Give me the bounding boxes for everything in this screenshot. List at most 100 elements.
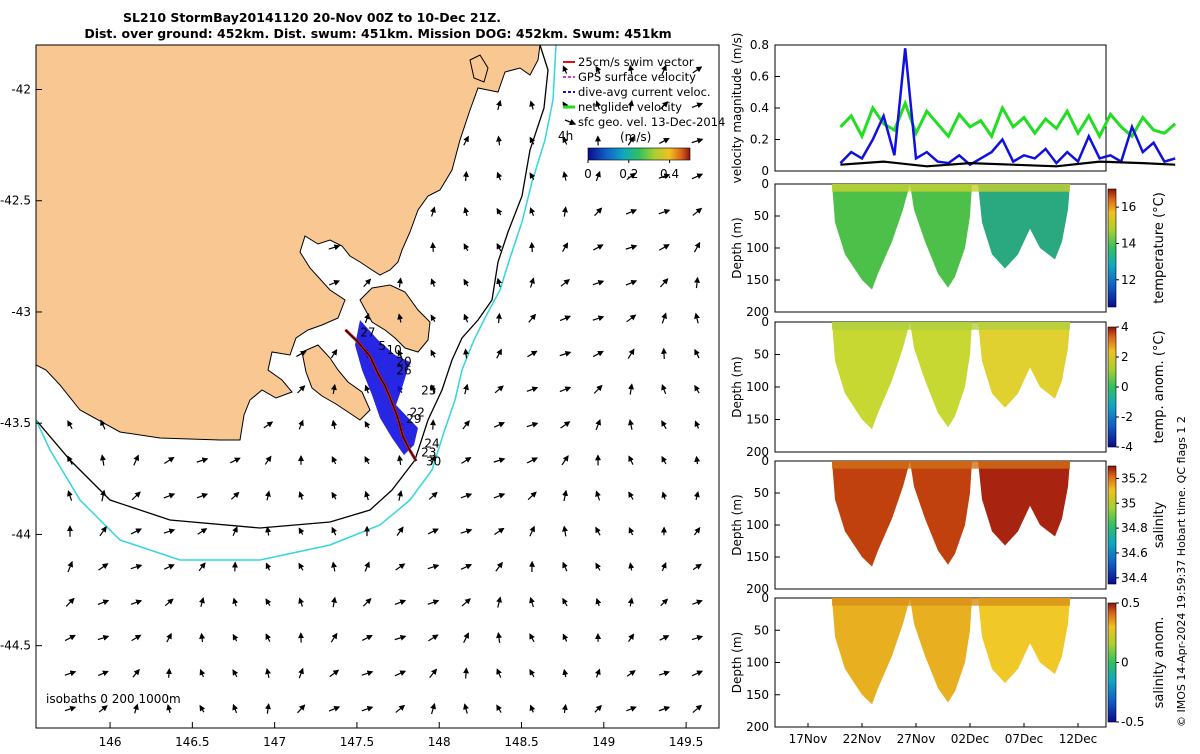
day-label: 29 (406, 412, 421, 426)
temp_anom-colorbar-ticklabel: -2 (1121, 410, 1133, 424)
salinity-colorbar-ticklabel: 35 (1121, 496, 1136, 510)
salinity-colorbar-label: salinity (1152, 501, 1167, 548)
sal_anom-ytick-label: 100 (746, 656, 769, 670)
temp_anom-ylabel: Depth (m) (730, 356, 744, 417)
temperature-colorbar-ticklabel: 16 (1121, 200, 1136, 214)
map-xtick-label: 146.5 (175, 735, 209, 749)
salinity-ylabel: Depth (m) (730, 494, 744, 555)
map-colorbar (588, 148, 690, 160)
date-xtick-label: 12Dec (1059, 732, 1098, 746)
velocity-ytick-label: 0 (761, 164, 769, 178)
time-series-panels: 0 0.2 0.4 0.6 0.8 velocity magnitude (m/s) 0 50… (730, 33, 1175, 746)
temperature-ytick-label: 0 (761, 177, 769, 191)
day-label: 30 (426, 454, 441, 468)
sal_anom-colorbar (1108, 603, 1116, 722)
map-ytick-label: -42 (11, 82, 31, 96)
map-xtick-label: 149 (592, 735, 615, 749)
date-xtick-label: 22Nov (843, 732, 882, 746)
sal_anom-colorbar-ticklabel: -0.5 (1121, 715, 1144, 729)
map-ytick-label: -42.5 (0, 194, 31, 208)
day-label: 27 (360, 325, 375, 339)
temperature-ytick-label: 150 (746, 273, 769, 287)
map-xtick-label: 149.5 (669, 735, 703, 749)
temperature-colorbar-label: temperature (°C) (1152, 192, 1167, 304)
salinity-surface-band (832, 461, 1070, 469)
map-xtick-label: 147 (263, 735, 286, 749)
map-colorbar-ticklabel: 0.4 (660, 167, 679, 181)
day-label: 5 (378, 339, 386, 353)
salinity-colorbar-ticklabel: 34.6 (1121, 546, 1148, 560)
temp_anom-ytick-label: 50 (754, 348, 769, 362)
sal_anom-colorbar-ticklabel: 0.5 (1121, 596, 1140, 610)
date-xtick-label: 27Nov (897, 732, 936, 746)
salinity-ytick-label: 150 (746, 550, 769, 564)
temperature-ytick-label: 100 (746, 241, 769, 255)
date-xtick-label: 07Dec (1005, 732, 1044, 746)
map-xtick-label: 148.5 (504, 735, 538, 749)
salinity-colorbar-ticklabel: 34.8 (1121, 521, 1148, 535)
title-line-2: Dist. over ground: 452km. Dist. swum: 45… (84, 26, 671, 41)
sfc-vector-arrow (664, 349, 665, 359)
velocity-ytick-label: 0.8 (750, 38, 769, 52)
sal_anom-surface-band (832, 598, 1070, 606)
sfc-vector-arrow (499, 314, 500, 323)
temp_anom-colorbar-ticklabel: 2 (1121, 350, 1129, 364)
sal_anom-ytick-label: 0 (761, 591, 769, 605)
legend-dive-avg: dive-avg current veloc. (578, 85, 711, 99)
sal_anom-colorbar-label: salinity anom. (1152, 617, 1167, 709)
temp_anom-colorbar (1108, 327, 1116, 447)
footer-credit: © IMOS 14-Apr-2024 19:59:37 Hobart time.… (1175, 416, 1188, 727)
sal_anom-ytick-label: 50 (754, 623, 769, 637)
temperature-ytick-label: 50 (754, 209, 769, 223)
temperature-surface-band (832, 184, 1070, 192)
temp_anom-colorbar-label: temp. anom. (°C) (1152, 330, 1167, 443)
title-line-1: SL210 StormBay20141120 20-Nov 00Z to 10-… (123, 10, 501, 25)
velocity-ytick-label: 0.4 (750, 101, 769, 115)
legend-sfc: sfc geo. vel. 13-Dec-2014 (578, 115, 725, 129)
legend-gps: GPS surface velocity (578, 70, 696, 84)
map-ytick-label: -44 (11, 527, 31, 541)
sal_anom-ytick-label: 150 (746, 688, 769, 702)
map-colorbar-label: (m/s) (620, 130, 651, 144)
isobaths-label: isobaths 0 200 1000m (46, 692, 181, 706)
salinity-colorbar-ticklabel: 34.4 (1121, 571, 1148, 585)
velocity-ytick-label: 0.6 (750, 70, 769, 84)
velocity-ylabel: velocity magnitude (m/s) (730, 33, 744, 184)
legend-net: net glider velocity (578, 100, 682, 114)
sfc-vector-arrow (532, 243, 533, 252)
velocity-ytick-label: 0.2 (750, 133, 769, 147)
map-ytick-label: -43 (11, 305, 31, 319)
temp_anom-colorbar-ticklabel: 0 (1121, 380, 1129, 394)
map-ytick-label: -44.5 (0, 639, 31, 653)
sal_anom-ylabel: Depth (m) (730, 632, 744, 693)
salinity-ytick-label: 0 (761, 454, 769, 468)
map-colorbar-ticklabel: 0.2 (619, 167, 638, 181)
salinity-ytick-label: 100 (746, 518, 769, 532)
map-colorbar-ticklabel: 0 (584, 167, 592, 181)
salinity-ytick-label: 50 (754, 486, 769, 500)
temperature-colorbar-ticklabel: 12 (1121, 273, 1136, 287)
map-xtick-label: 148 (428, 735, 451, 749)
sfc-vector-arrow (466, 669, 467, 679)
temperature-colorbar-ticklabel: 14 (1121, 236, 1136, 250)
map-xtick-label: 147.5 (340, 735, 374, 749)
day-label: 25 (421, 383, 436, 397)
salinity-colorbar-ticklabel: 35.2 (1121, 471, 1148, 485)
map-ytick-label: -43.5 (0, 416, 31, 430)
sfc-vector-arrow (466, 172, 467, 181)
temp_anom-ytick-label: 0 (761, 315, 769, 329)
sfc-vector-arrow (169, 669, 170, 678)
sal_anom-ytick-label: 200 (746, 720, 769, 734)
salinity-colorbar (1108, 466, 1116, 584)
legend-swim-vector: 25cm/s swim vector (578, 55, 694, 69)
temp_anom-colorbar-ticklabel: -4 (1121, 440, 1133, 454)
day-label: 26 (396, 363, 411, 377)
temp_anom-colorbar-ticklabel: 4 (1121, 320, 1129, 334)
map-xtick-label: 146 (99, 735, 122, 749)
date-xtick-label: 17Nov (789, 732, 828, 746)
temp_anom-ytick-label: 150 (746, 413, 769, 427)
date-xtick-label: 02Dec (951, 732, 990, 746)
